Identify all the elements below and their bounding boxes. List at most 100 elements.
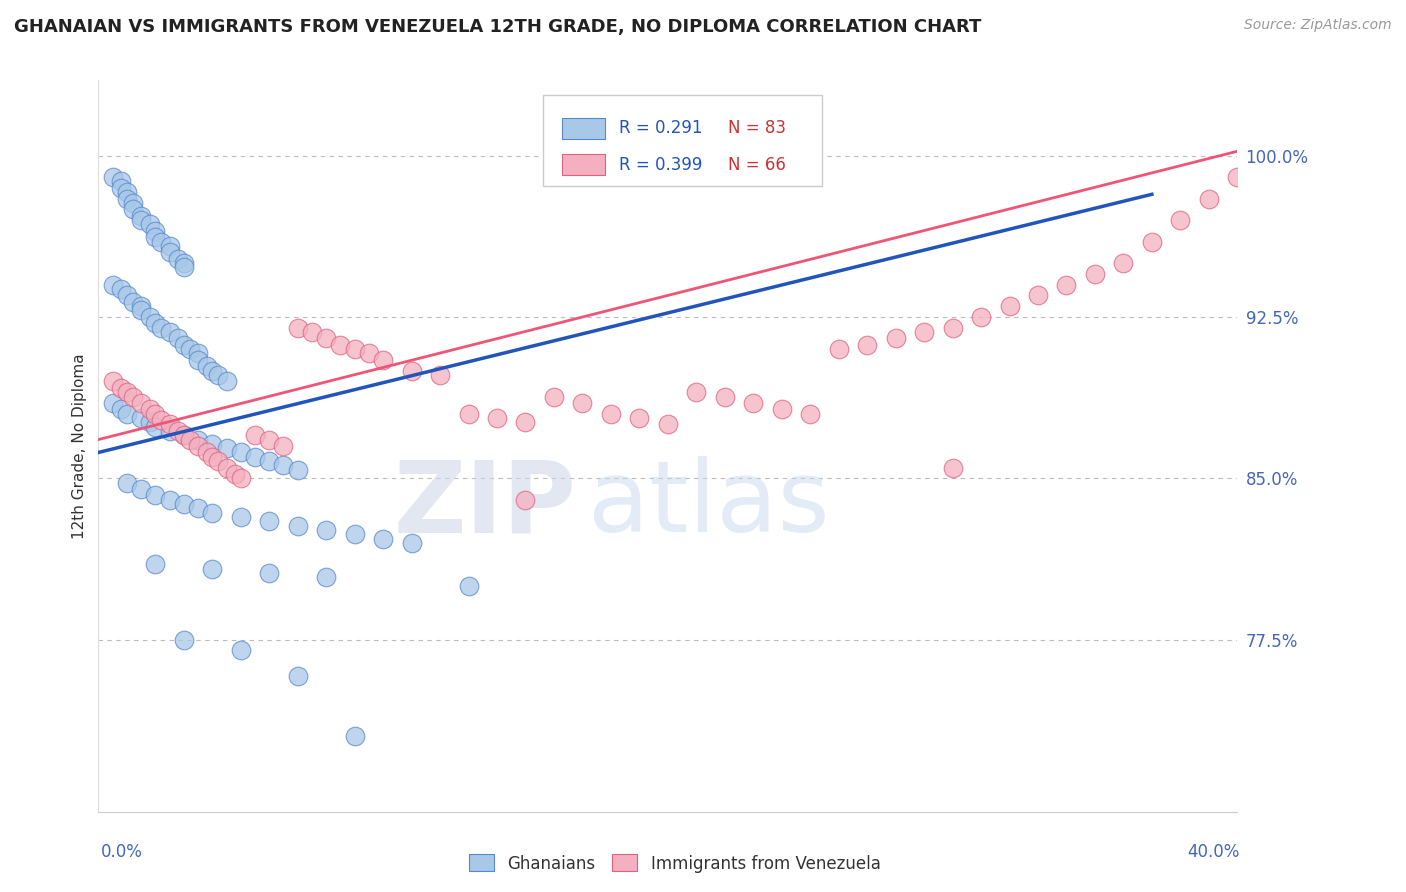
Point <box>1112 256 1135 270</box>
Point <box>159 239 181 253</box>
Point <box>942 320 965 334</box>
Point <box>159 417 181 432</box>
Point <box>600 407 623 421</box>
Point <box>115 185 138 199</box>
Point <box>173 260 195 275</box>
Point <box>115 475 138 490</box>
Point <box>115 288 138 302</box>
Text: 0.0%: 0.0% <box>101 843 143 861</box>
Point <box>259 566 281 580</box>
Point <box>1170 213 1192 227</box>
Point <box>287 320 309 334</box>
Point <box>970 310 993 324</box>
Point <box>1226 170 1249 185</box>
Point <box>343 730 366 744</box>
Point <box>110 381 132 395</box>
Point <box>457 579 479 593</box>
Point <box>101 170 124 185</box>
Text: R = 0.291: R = 0.291 <box>619 120 703 137</box>
Point <box>401 536 423 550</box>
Point <box>115 407 138 421</box>
Point <box>486 411 509 425</box>
Point <box>998 299 1021 313</box>
Point <box>912 325 935 339</box>
Text: atlas: atlas <box>588 456 830 553</box>
Point <box>101 396 124 410</box>
Point <box>373 532 395 546</box>
Point <box>167 331 190 345</box>
Point <box>1084 267 1107 281</box>
Point <box>215 375 238 389</box>
Point <box>224 467 246 481</box>
Point <box>770 402 793 417</box>
Point <box>159 245 181 260</box>
Point <box>138 218 160 232</box>
Point <box>179 342 201 356</box>
Point <box>201 561 224 575</box>
Point <box>150 235 173 249</box>
Point <box>856 338 879 352</box>
Point <box>145 419 167 434</box>
Point <box>115 192 138 206</box>
Point <box>571 396 593 410</box>
Point <box>121 195 143 210</box>
Point <box>159 325 181 339</box>
Point <box>287 518 309 533</box>
Point <box>1198 192 1220 206</box>
Y-axis label: 12th Grade, No Diploma: 12th Grade, No Diploma <box>72 353 87 539</box>
Point <box>1026 288 1049 302</box>
Point <box>121 202 143 217</box>
Point <box>273 439 295 453</box>
Point <box>287 463 309 477</box>
Point <box>129 482 152 496</box>
Point <box>828 342 851 356</box>
Point <box>129 213 152 227</box>
Point <box>159 492 181 507</box>
Point <box>173 428 195 442</box>
Point <box>145 558 167 572</box>
Point <box>373 353 395 368</box>
Point <box>628 411 651 425</box>
Point <box>457 407 479 421</box>
Point <box>159 424 181 438</box>
Point <box>315 570 337 584</box>
Point <box>138 310 160 324</box>
Point <box>173 256 195 270</box>
Point <box>121 294 143 309</box>
Point <box>401 364 423 378</box>
Point <box>173 632 195 647</box>
Point <box>742 396 765 410</box>
Point <box>229 471 252 485</box>
Point <box>101 277 124 292</box>
Point <box>173 497 195 511</box>
Point <box>343 342 366 356</box>
Point <box>110 181 132 195</box>
Point <box>243 428 266 442</box>
Point <box>145 488 167 502</box>
Point <box>357 346 380 360</box>
Point <box>543 390 565 404</box>
Text: R = 0.399: R = 0.399 <box>619 155 702 174</box>
Point <box>685 385 707 400</box>
Point <box>187 353 209 368</box>
Text: N = 66: N = 66 <box>728 155 786 174</box>
Point <box>173 428 195 442</box>
Point <box>201 506 224 520</box>
FancyBboxPatch shape <box>543 95 821 186</box>
Text: N = 83: N = 83 <box>728 120 786 137</box>
Legend: Ghanaians, Immigrants from Venezuela: Ghanaians, Immigrants from Venezuela <box>463 847 887 880</box>
Point <box>179 433 201 447</box>
Point <box>129 299 152 313</box>
Point <box>301 325 323 339</box>
Bar <box>562 154 605 175</box>
Point <box>243 450 266 464</box>
Point <box>515 415 537 429</box>
Text: GHANAIAN VS IMMIGRANTS FROM VENEZUELA 12TH GRADE, NO DIPLOMA CORRELATION CHART: GHANAIAN VS IMMIGRANTS FROM VENEZUELA 12… <box>14 18 981 36</box>
Text: 40.0%: 40.0% <box>1188 843 1240 861</box>
Point <box>195 359 218 374</box>
Point <box>145 317 167 331</box>
Point <box>207 454 229 468</box>
Point <box>657 417 679 432</box>
Point <box>714 390 737 404</box>
Point <box>229 643 252 657</box>
